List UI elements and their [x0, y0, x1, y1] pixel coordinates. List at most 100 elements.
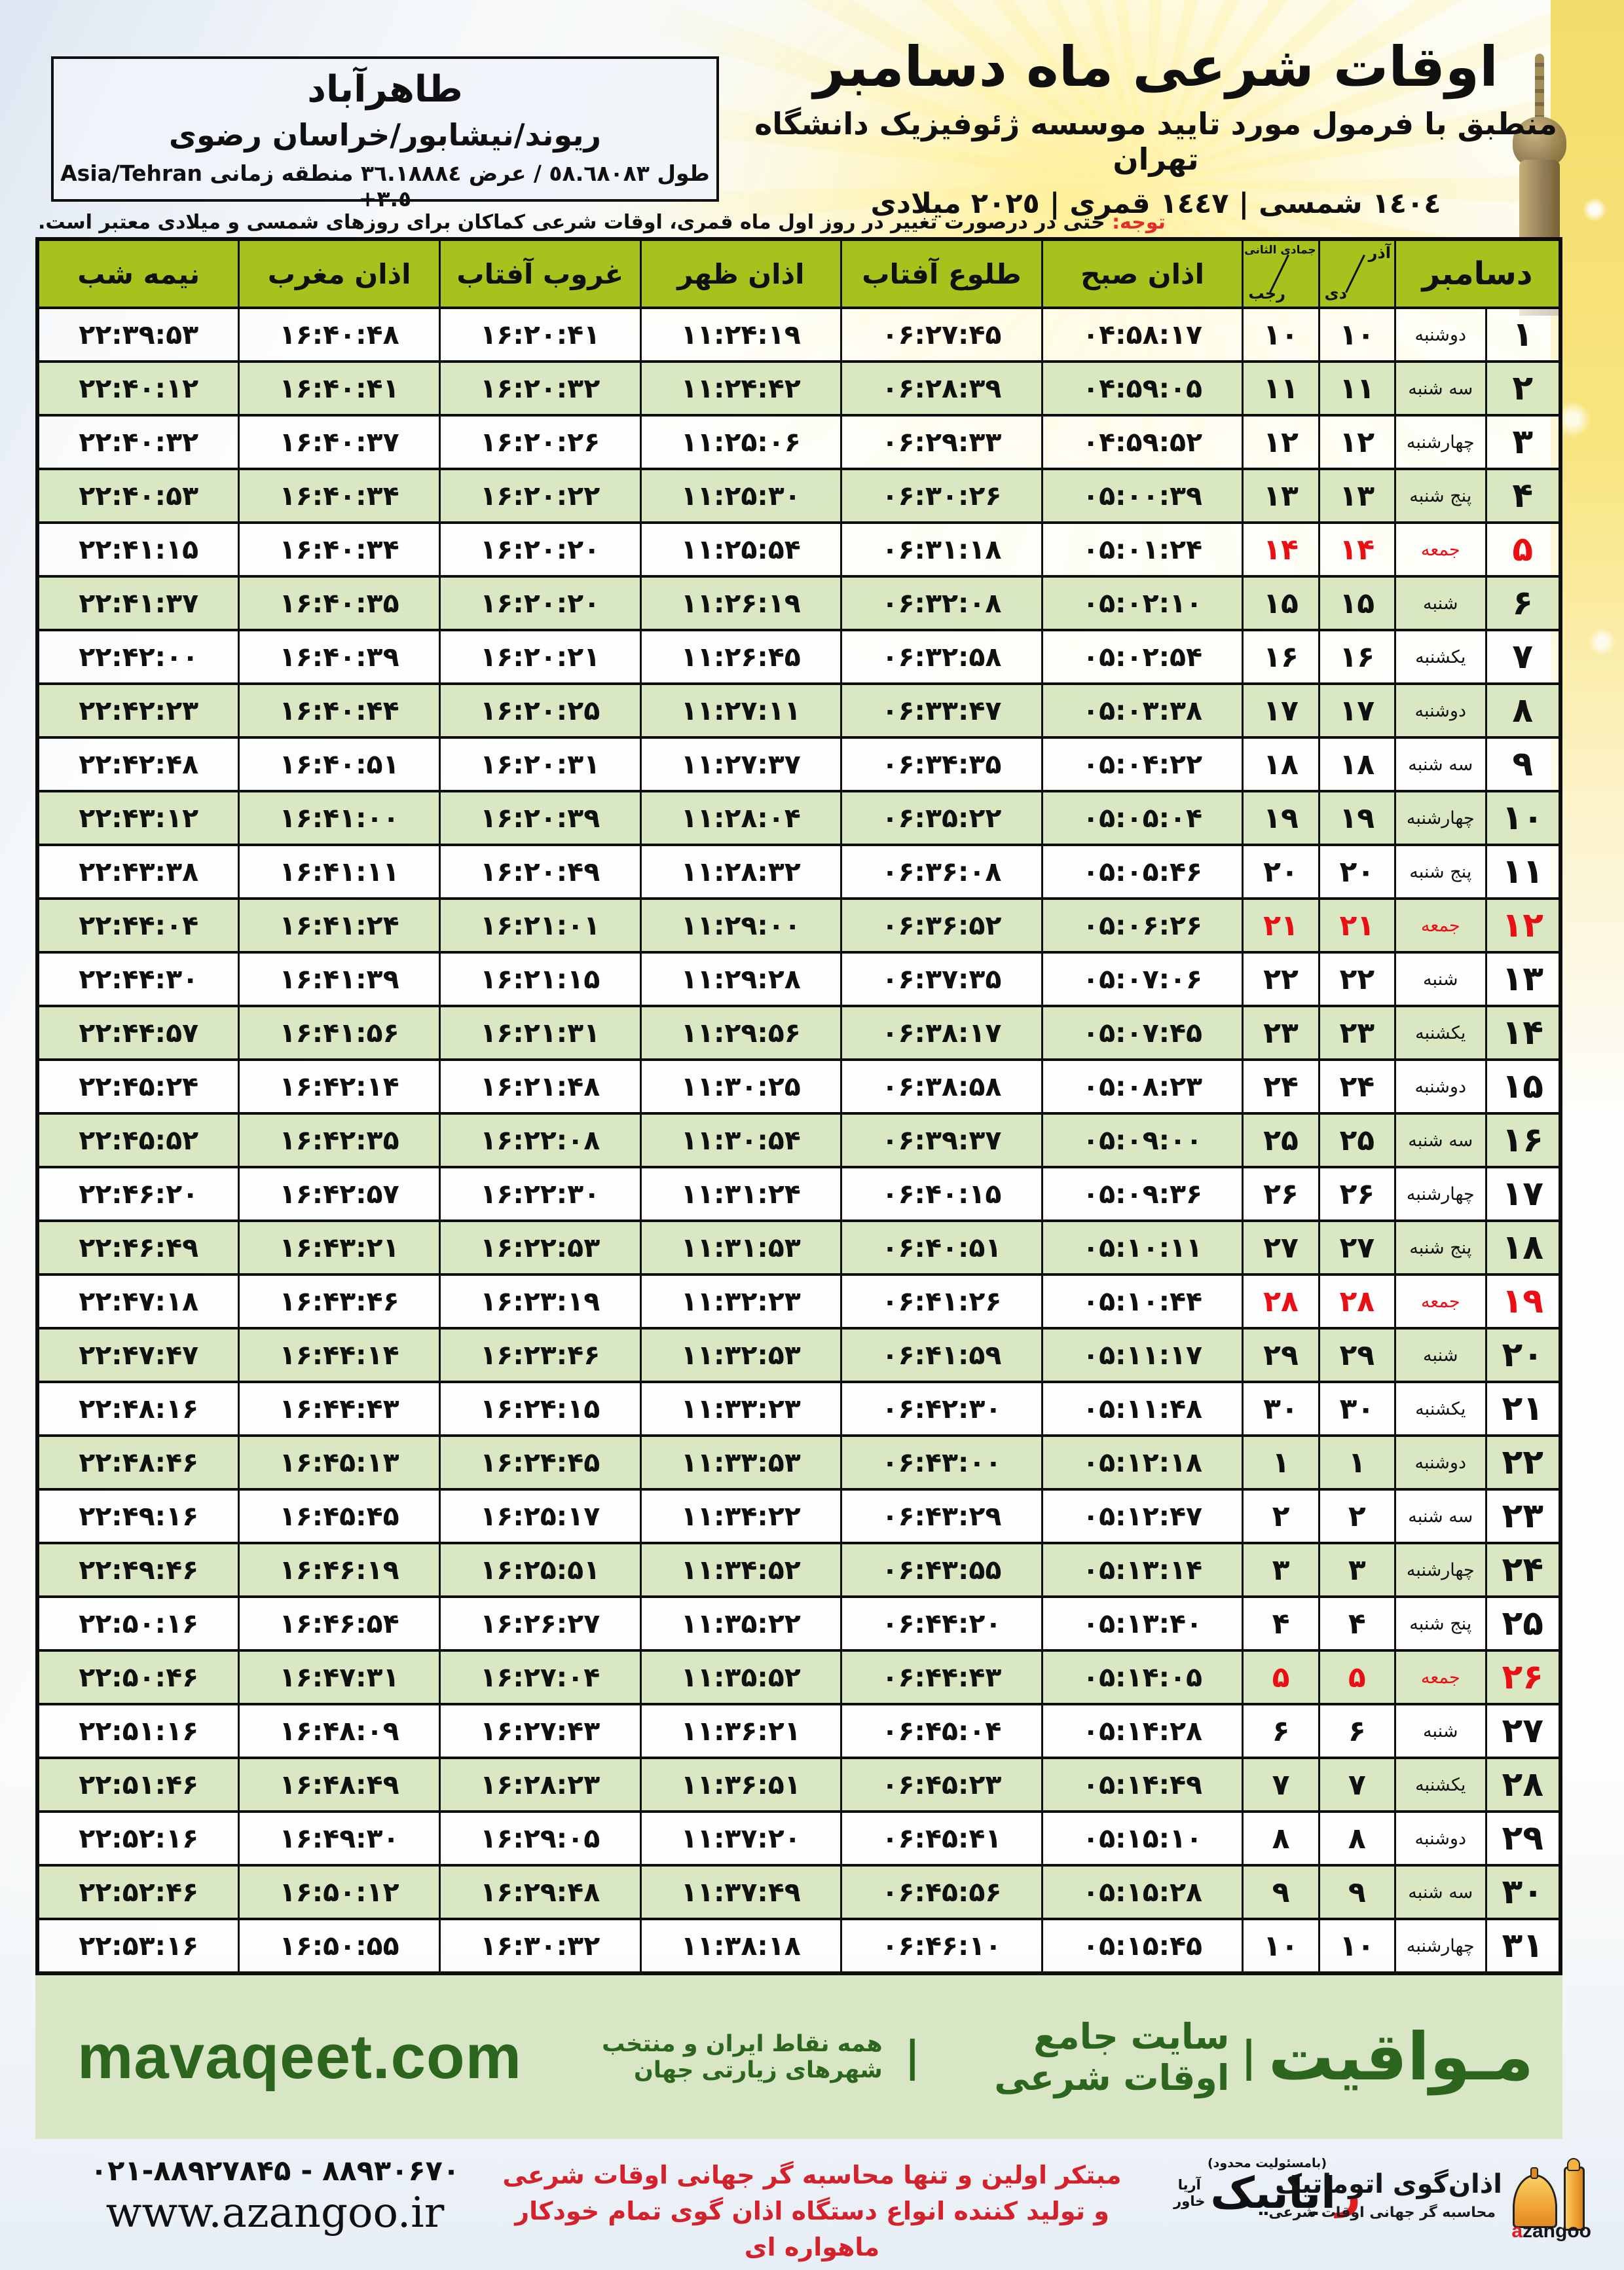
sunrise-time-cell: ۰۶:۳۹:۳۷: [840, 1112, 1043, 1168]
fajr-time-cell: ۰۵:۱۵:۱۰: [1041, 1810, 1244, 1867]
sunrise-time-cell: ۰۶:۴۳:۰۰: [840, 1434, 1043, 1491]
midnight-time-cell: ۲۲:۴۲:۰۰: [36, 629, 240, 685]
weekday-cell: یکشنبه: [1393, 1757, 1487, 1813]
sunset-time-cell: ۱۶:۲۷:۰۴: [438, 1649, 642, 1705]
jalali-date-cell: ۱۰: [1318, 307, 1396, 363]
jalali-date-cell: ۲۳: [1318, 1005, 1396, 1061]
sunset-time-cell: ۱۶:۲۵:۱۷: [438, 1488, 642, 1544]
maghrib-time-cell: ۱۶:۵۰:۵۵: [238, 1918, 441, 1975]
dhuhr-time-cell: ۱۱:۲۶:۴۵: [639, 629, 843, 685]
day-cell: ۲۹: [1485, 1810, 1562, 1867]
weekday-cell: جمعه: [1393, 1273, 1487, 1330]
hijri-date-cell: ۳: [1242, 1542, 1320, 1598]
hijri-date-cell: ۲۴: [1242, 1058, 1320, 1115]
sunset-time-cell: ۱۶:۲۰:۲۵: [438, 682, 642, 739]
fajr-time-cell: ۰۵:۱۱:۴۸: [1041, 1381, 1244, 1437]
weekday-cell: جمعه: [1393, 897, 1487, 954]
day-cell: ۱۷: [1485, 1166, 1562, 1222]
weekday-cell: دوشنبه: [1393, 1058, 1487, 1115]
weekday-cell: یکشنبه: [1393, 1381, 1487, 1437]
sunset-time-cell: ۱۶:۲۲:۳۰: [438, 1166, 642, 1222]
sunset-time-cell: ۱۶:۳۰:۳۲: [438, 1918, 642, 1975]
table-row: ۲۳ سه شنبه ۲ ۲ ۰۵:۱۲:۴۷ ۰۶:۴۳:۲۹ ۱۱:۳۴:۲۲ ۱۶:۲۵…: [36, 1488, 1562, 1544]
table-row: ۲۲ دوشنبه ۱ ۱ ۰۵:۱۲:۱۸ ۰۶:۴۳:۰۰ ۱۱:۳۳:۵۳ ۱۶:۲۴:…: [36, 1434, 1562, 1491]
weekday-cell: شنبه: [1393, 1703, 1487, 1759]
jalali-date-cell: ۸: [1318, 1810, 1396, 1867]
fajr-time-cell: ۰۵:۱۴:۰۵: [1041, 1649, 1244, 1705]
hijri-date-cell: ۲: [1242, 1488, 1320, 1544]
maghrib-time-cell: ۱۶:۴۰:۴۴: [238, 682, 441, 739]
sunrise-time-cell: ۰۶:۳۷:۳۵: [840, 951, 1043, 1007]
maghrib-time-cell: ۱۶:۴۰:۳۹: [238, 629, 441, 685]
sunrise-time-cell: ۰۶:۲۹:۳۳: [840, 414, 1043, 470]
fajr-time-cell: ۰۵:۰۹:۰۰: [1041, 1112, 1244, 1168]
dhuhr-time-cell: ۱۱:۳۶:۲۱: [639, 1703, 843, 1759]
sunset-time-cell: ۱۶:۲۲:۰۸: [438, 1112, 642, 1168]
sunrise-time-cell: ۰۶:۴۳:۵۵: [840, 1542, 1043, 1598]
table-row: ۳۱ چهارشنبه ۱۰ ۱۰ ۰۵:۱۵:۴۵ ۰۶:۴۶:۱۰ ۱۱:۳۸:۱۸ ۱۶…: [36, 1918, 1562, 1975]
validity-note: توجه: حتی در درصورت تغییر در روز اول ماه…: [38, 211, 1166, 234]
maghrib-time-cell: ۱۶:۴۴:۱۴: [238, 1327, 441, 1383]
sunset-time-cell: ۱۶:۲۰:۲۱: [438, 629, 642, 685]
day-cell: ۳: [1485, 414, 1562, 470]
jalali-date-cell: ۲۵: [1318, 1112, 1396, 1168]
sunrise-time-cell: ۰۶:۴۲:۳۰: [840, 1381, 1043, 1437]
diagonal-divider: [1344, 254, 1365, 293]
midnight-time-cell: ۲۲:۴۴:۳۰: [36, 951, 240, 1007]
day-cell: ۲۴: [1485, 1542, 1562, 1598]
hijri-date-cell: ۲۰: [1242, 844, 1320, 900]
maghrib-time-cell: ۱۶:۴۰:۳۴: [238, 468, 441, 524]
midnight-time-cell: ۲۲:۵۲:۴۶: [36, 1864, 240, 1920]
weekday-cell: چهارشنبه: [1393, 414, 1487, 470]
dhuhr-time-cell: ۱۱:۳۱:۵۳: [639, 1219, 843, 1276]
hijri-date-cell: ۱۶: [1242, 629, 1320, 685]
hijri-date-cell: ۷: [1242, 1757, 1320, 1813]
hijri-date-cell: ۱۲: [1242, 414, 1320, 470]
mavaqeet-scope: همه نقاط ایران و منتخب شهرهای زیارتی جها…: [602, 2031, 883, 2083]
sunrise-time-cell: ۰۶:۴۵:۰۴: [840, 1703, 1043, 1759]
table-row: ۱۹ جمعه ۲۸ ۲۸ ۰۵:۱۰:۴۴ ۰۶:۴۱:۲۶ ۱۱:۳۲:۲۳ ۱۶:۲۳:…: [36, 1273, 1562, 1330]
sunrise-time-cell: ۰۶:۳۸:۱۷: [840, 1005, 1043, 1061]
maghrib-time-cell: ۱۶:۵۰:۱۲: [238, 1864, 441, 1920]
day-cell: ۲۶: [1485, 1649, 1562, 1705]
midnight-time-cell: ۲۲:۴۱:۱۵: [36, 521, 240, 578]
jalali-top-label: آذر: [1368, 244, 1391, 262]
table-row: ۲۶ جمعه ۵ ۵ ۰۵:۱۴:۰۵ ۰۶:۴۴:۴۳ ۱۱:۳۵:۵۲ ۱۶:۲۷:۰۴…: [36, 1649, 1562, 1705]
sunset-time-cell: ۱۶:۲۱:۰۱: [438, 897, 642, 954]
jalali-date-cell: ۲۹: [1318, 1327, 1396, 1383]
midnight-time-cell: ۲۲:۵۰:۴۶: [36, 1649, 240, 1705]
slogan-line-2: و تولید کننده انواع دستگاه اذان گوی تمام…: [515, 2197, 1109, 2262]
sunset-time-cell: ۱۶:۲۰:۴۱: [438, 307, 642, 363]
maghrib-time-cell: ۱۶:۴۰:۳۵: [238, 575, 441, 631]
fajr-time-cell: ۰۴:۵۸:۱۷: [1041, 307, 1244, 363]
sunrise-time-cell: ۰۶:۳۲:۵۸: [840, 629, 1043, 685]
table-row: ۱۷ چهارشنبه ۲۶ ۲۶ ۰۵:۰۹:۳۶ ۰۶:۴۰:۱۵ ۱۱:۳۱:۲۴ ۱۶…: [36, 1166, 1562, 1222]
hijri-date-cell: ۲۸: [1242, 1273, 1320, 1330]
prayer-times-table: دسامبر آذر دی جمادی الثانی رجب اذان صبح …: [35, 237, 1562, 1975]
sunset-time-cell: ۱۶:۲۸:۲۳: [438, 1757, 642, 1813]
dhuhr-time-cell: ۱۱:۲۵:۳۰: [639, 468, 843, 524]
table-header-row: دسامبر آذر دی جمادی الثانی رجب اذان صبح …: [36, 238, 1562, 309]
maghrib-time-cell: ۱۶:۴۳:۴۶: [238, 1273, 441, 1330]
sunrise-time-cell: ۰۶:۴۵:۴۱: [840, 1810, 1043, 1867]
dhuhr-time-cell: ۱۱:۲۵:۰۶: [639, 414, 843, 470]
weekday-cell: پنج شنبه: [1393, 1219, 1487, 1276]
hijri-month-header: جمادی الثانی رجب: [1242, 238, 1320, 309]
fajr-time-cell: ۰۵:۱۵:۲۸: [1041, 1864, 1244, 1920]
jalali-date-cell: ۱۱: [1318, 360, 1396, 417]
sunrise-time-cell: ۰۶:۳۰:۲۶: [840, 468, 1043, 524]
midnight-time-cell: ۲۲:۴۰:۵۳: [36, 468, 240, 524]
day-cell: ۲۷: [1485, 1703, 1562, 1759]
dhuhr-time-cell: ۱۱:۲۴:۱۹: [639, 307, 843, 363]
sunrise-time-cell: ۰۶:۳۳:۴۷: [840, 682, 1043, 739]
midnight-time-cell: ۲۲:۴۰:۳۲: [36, 414, 240, 470]
sunrise-time-cell: ۰۶:۴۴:۲۰: [840, 1595, 1043, 1652]
hijri-date-cell: ۴: [1242, 1595, 1320, 1652]
sunset-time-cell: ۱۶:۲۴:۴۵: [438, 1434, 642, 1491]
fajr-time-cell: ۰۵:۱۴:۲۸: [1041, 1703, 1244, 1759]
fajr-time-cell: ۰۵:۱۲:۱۸: [1041, 1434, 1244, 1491]
sunset-time-cell: ۱۶:۲۱:۴۸: [438, 1058, 642, 1115]
midnight-time-cell: ۲۲:۴۲:۴۸: [36, 736, 240, 792]
day-cell: ۱۶: [1485, 1112, 1562, 1168]
jalali-date-cell: ۳۰: [1318, 1381, 1396, 1437]
